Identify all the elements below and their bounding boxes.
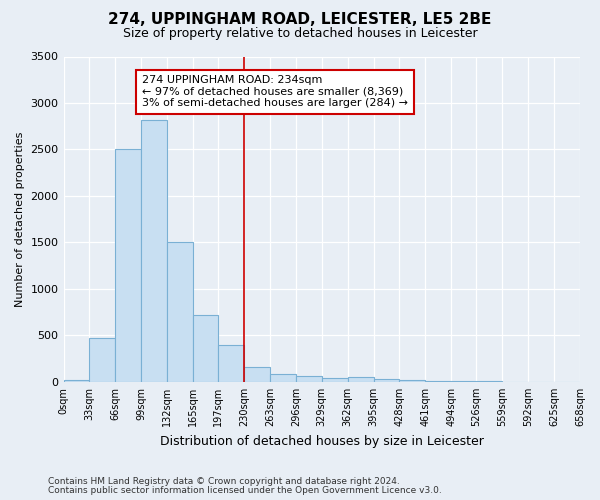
Bar <box>115 150 141 382</box>
Y-axis label: Number of detached properties: Number of detached properties <box>15 132 25 307</box>
Text: Contains public sector information licensed under the Open Government Licence v3: Contains public sector information licen… <box>48 486 442 495</box>
Bar <box>244 367 270 382</box>
Bar <box>218 344 244 382</box>
Text: 274, UPPINGHAM ROAD, LEICESTER, LE5 2BE: 274, UPPINGHAM ROAD, LEICESTER, LE5 2BE <box>109 12 491 28</box>
Bar <box>270 374 296 382</box>
Bar <box>374 378 400 382</box>
Text: Size of property relative to detached houses in Leicester: Size of property relative to detached ho… <box>122 28 478 40</box>
Bar <box>400 380 425 382</box>
Bar <box>296 376 322 382</box>
Text: 274 UPPINGHAM ROAD: 234sqm
← 97% of detached houses are smaller (8,369)
3% of se: 274 UPPINGHAM ROAD: 234sqm ← 97% of deta… <box>142 75 408 108</box>
Bar <box>425 381 451 382</box>
Bar <box>89 338 115 382</box>
Bar <box>141 120 167 382</box>
Bar <box>322 378 347 382</box>
Text: Contains HM Land Registry data © Crown copyright and database right 2024.: Contains HM Land Registry data © Crown c… <box>48 477 400 486</box>
Bar <box>347 377 374 382</box>
Bar <box>64 380 89 382</box>
X-axis label: Distribution of detached houses by size in Leicester: Distribution of detached houses by size … <box>160 434 484 448</box>
Bar <box>193 315 218 382</box>
Bar <box>167 242 193 382</box>
